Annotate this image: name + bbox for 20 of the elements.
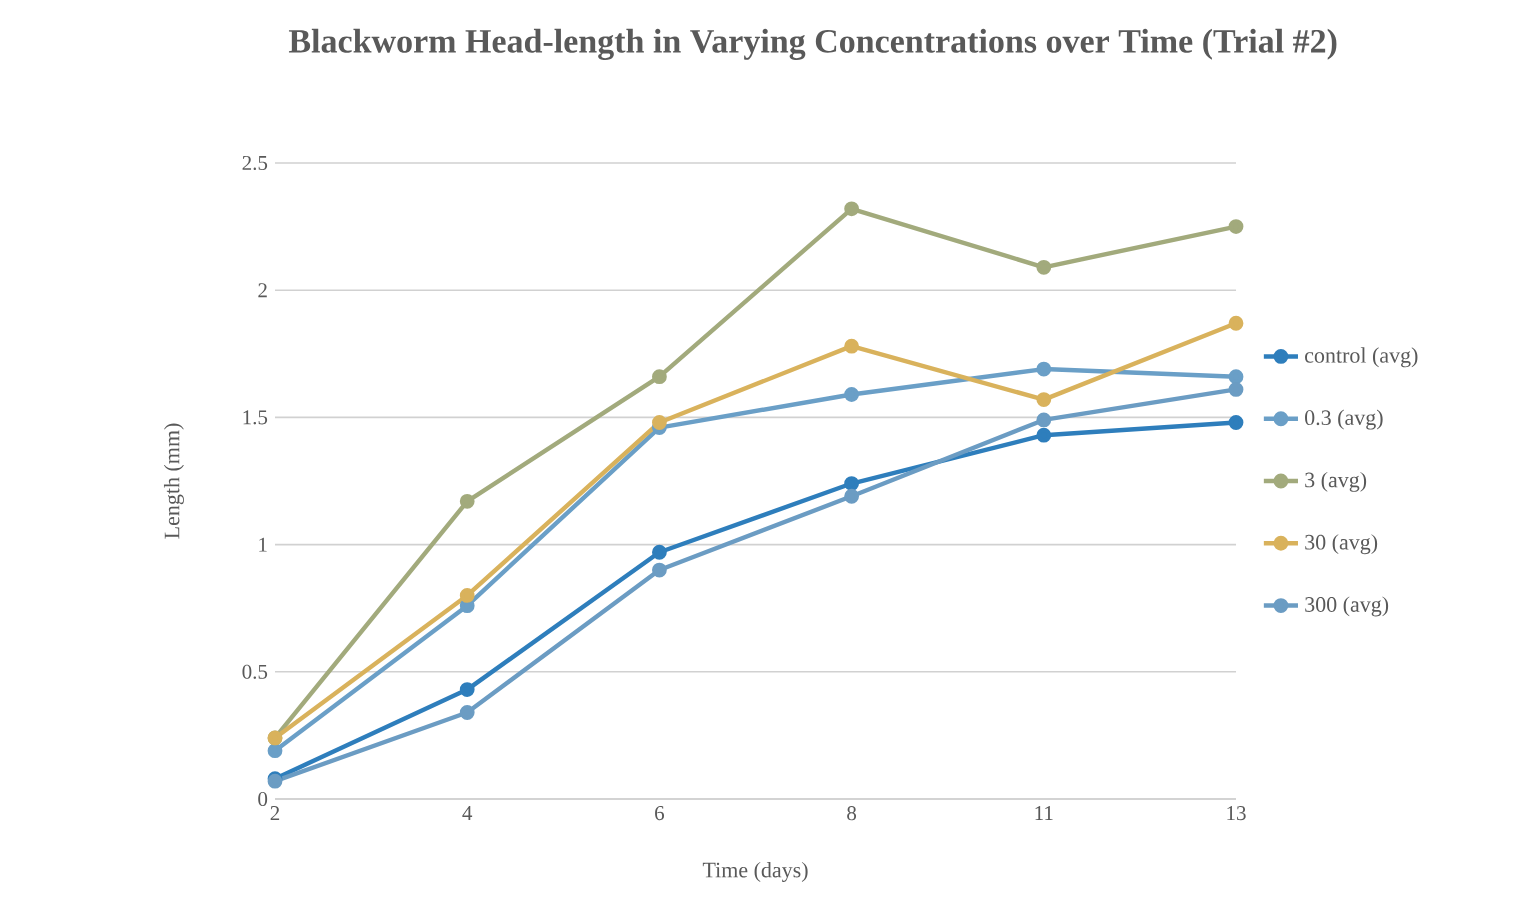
legend-label: 0.3 (avg): [1305, 409, 1383, 430]
y-tick-label: 0.5: [242, 664, 268, 679]
x-axis-title: Time (days): [702, 861, 808, 882]
x-tick-label: 8: [847, 806, 857, 821]
chart-title: Blackworm Head-length in Varying Concentrations over Time (Trial #2): [288, 28, 1337, 60]
y-tick-label: 2.5: [242, 155, 268, 171]
y-tick-label: 1.5: [243, 410, 268, 425]
y-axis-title: Length (mm): [163, 423, 184, 539]
x-tick-label: 6: [655, 806, 665, 821]
x-tick-label: 13: [1227, 806, 1246, 821]
legend-label: 30 (avg): [1305, 534, 1378, 555]
legend-label: 3 (avg): [1305, 471, 1367, 492]
legend-label: 300 (avg): [1305, 596, 1389, 617]
y-tick-label: 2: [258, 283, 267, 298]
x-tick-label: 2: [270, 806, 280, 820]
y-tick-label: 0: [258, 791, 268, 807]
x-tick-label: 4: [462, 806, 473, 820]
legend-label: control (avg): [1305, 347, 1418, 368]
y-tick-label: 1: [259, 537, 267, 552]
x-tick-label: 11: [1035, 806, 1053, 820]
